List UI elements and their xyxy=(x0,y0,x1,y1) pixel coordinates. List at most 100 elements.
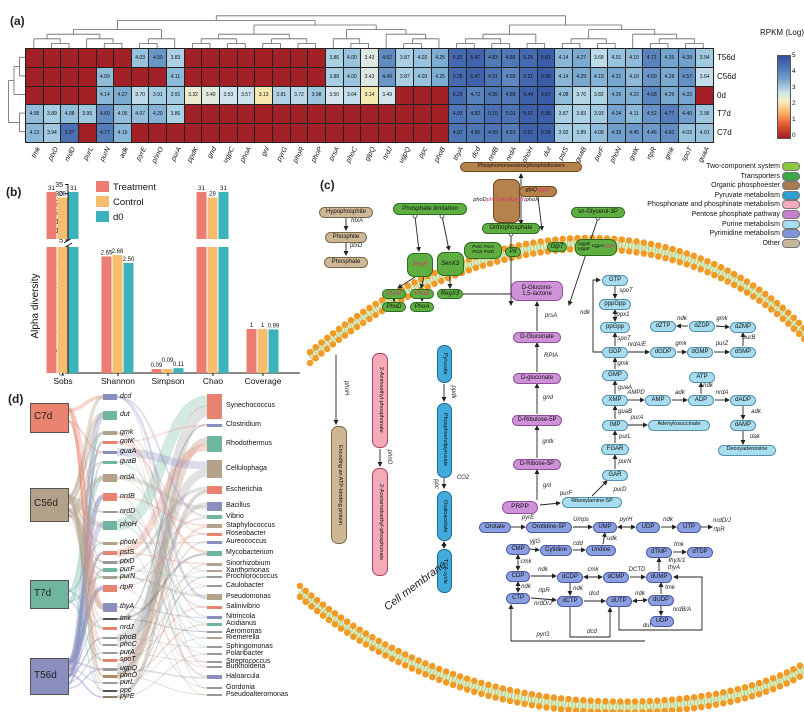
sankey-gene-label: phoB xyxy=(120,633,137,641)
sankey-taxa-label: Sphingomonas xyxy=(226,642,273,650)
heatmap-cell: 5.07 xyxy=(61,124,78,142)
sankey-source-block xyxy=(30,580,69,609)
pathway-node: TCA cycle xyxy=(436,549,452,593)
enzyme-label: prsA xyxy=(544,313,558,319)
bar xyxy=(257,329,268,373)
pathway-node: Orotidine-5P xyxy=(526,521,572,533)
heatmap-cell: 3.82 xyxy=(590,86,608,105)
heatmap-cell xyxy=(414,86,431,105)
pathway-legend-swatch xyxy=(782,238,800,248)
panel-c-label: (c) xyxy=(320,178,335,192)
heatmap-cell: 4.88 xyxy=(502,86,519,105)
heatmap-legend-title: RPKM (Log) xyxy=(759,28,804,37)
pathway-node: PhoB xyxy=(410,289,434,299)
pathway-node: CDP xyxy=(506,570,530,582)
sankey-gene-label: phnO xyxy=(120,671,138,679)
pathway-node: D-Glucono- 1,5-lactone xyxy=(511,281,563,301)
heatmap-cell xyxy=(255,49,272,67)
heatmap-cell: 4.77 xyxy=(96,124,114,142)
heatmap-cell xyxy=(308,67,325,86)
heatmap-cell: 4.72 xyxy=(467,86,484,105)
enzyme-label: Umps xyxy=(573,517,589,523)
heatmap-cell: 3.40 xyxy=(202,86,220,105)
pathway-node: PhoP xyxy=(382,289,406,299)
bar xyxy=(173,368,184,373)
sankey-taxa-label: Synechococcus xyxy=(226,401,276,409)
heatmap-cell xyxy=(237,105,255,124)
pathway-legend-label: Pyrimidine metabolism xyxy=(709,230,780,238)
pathway-node: phoD phoC phoA phoN phoX xyxy=(473,179,539,223)
sankey-gene-label: thyA xyxy=(120,602,135,610)
bar xyxy=(57,247,68,373)
heatmap-cell: 4.28 xyxy=(661,67,678,86)
heatmap-cell xyxy=(131,67,149,86)
heatmap-cell: 5.52 xyxy=(519,105,537,124)
enzyme-label: rtpR xyxy=(538,588,550,594)
sankey-gene-label: gntK xyxy=(120,437,135,445)
colorbar-tick-label: 5 xyxy=(792,52,796,59)
heatmap-cell: 3.89 xyxy=(43,105,61,124)
pathway-node: D-gluconate xyxy=(513,372,561,384)
sankey-gene-node xyxy=(103,584,117,592)
heatmap-cell: 3.43 xyxy=(361,67,378,86)
heatmap-cell: 4.60 xyxy=(96,105,114,124)
heatmap-cell xyxy=(361,105,378,124)
sankey-gene-node xyxy=(103,644,117,646)
bar xyxy=(218,191,229,239)
sankey-gene-node xyxy=(103,450,117,454)
sankey-taxa-node xyxy=(207,550,222,556)
sankey-gene-label: purL xyxy=(120,678,135,686)
pathway-node: dUMP xyxy=(646,571,672,583)
svg-text:2.50: 2.50 xyxy=(123,257,135,263)
sankey-source-label: T7d xyxy=(34,587,52,599)
heatmap-cell: 5.51 xyxy=(519,124,537,142)
heatmap-cell xyxy=(78,67,96,86)
heatmap-cell xyxy=(43,67,61,86)
heatmap-cell: 4.03 xyxy=(131,49,149,67)
legend-label: d0 xyxy=(113,212,124,223)
heatmap-cell: 4.11 xyxy=(625,105,643,124)
sankey-taxa-node xyxy=(207,661,222,663)
sankey-taxa-node xyxy=(207,694,222,696)
enzyme-label: ndk xyxy=(703,383,713,389)
sankey-gene-label: nrdB xyxy=(120,492,135,500)
heatmap-cell: 4.27 xyxy=(114,86,131,105)
sankey-taxa-node xyxy=(207,501,222,511)
sankey-taxa-node xyxy=(207,562,222,566)
heatmap-cell: 4.68 xyxy=(643,86,661,105)
sankey-taxa-label: Acidianus xyxy=(226,619,257,627)
legend-label: Control xyxy=(113,197,144,208)
pathway-node: GTP xyxy=(602,274,628,286)
sankey-taxa-node xyxy=(207,605,222,609)
sankey-taxa-label: Vibrio xyxy=(226,512,244,520)
pathway-node: Cytidine xyxy=(540,544,572,556)
pathway-legend-item: Other xyxy=(600,238,800,248)
pathway-legend-swatch xyxy=(782,171,800,181)
heatmap-cell: 3.93 xyxy=(590,105,608,124)
bar xyxy=(46,247,57,373)
heatmap-cell: 4.91 xyxy=(484,67,502,86)
heatmap-cell: 3.81 xyxy=(272,86,290,105)
sankey-taxa-node xyxy=(207,460,222,478)
svg-text:28: 28 xyxy=(59,191,66,197)
pathway-node: GlpT xyxy=(547,242,567,252)
enzyme-label: cdd xyxy=(573,541,583,547)
pathway-legend-item: Purine metabolism xyxy=(600,219,800,229)
enzyme-label: udk xyxy=(607,536,617,542)
heatmap-cell: 4.14 xyxy=(96,86,114,105)
heatmap-cell: 4.15 xyxy=(114,124,131,142)
sankey-taxa-label: Salinivibrio xyxy=(226,602,260,610)
pathway-node: dTDP xyxy=(687,546,713,558)
sankey-gene-label: tmk xyxy=(120,614,132,622)
enzyme-label: guaA xyxy=(617,385,633,391)
pathway-node: dCTP xyxy=(557,595,583,607)
legend-swatch xyxy=(96,196,109,207)
pathway-node: ATP xyxy=(689,371,715,383)
heatmap-cell: 4.10 xyxy=(625,67,643,86)
enzyme-label: ndk xyxy=(663,517,673,523)
heatmap-row-label: C56d xyxy=(717,71,737,81)
enzyme-label: purZ xyxy=(715,341,729,347)
svg-text:0.09: 0.09 xyxy=(162,358,174,364)
sankey-taxa-node xyxy=(207,570,222,572)
y-axis-label: Alpha diversity xyxy=(30,273,41,338)
